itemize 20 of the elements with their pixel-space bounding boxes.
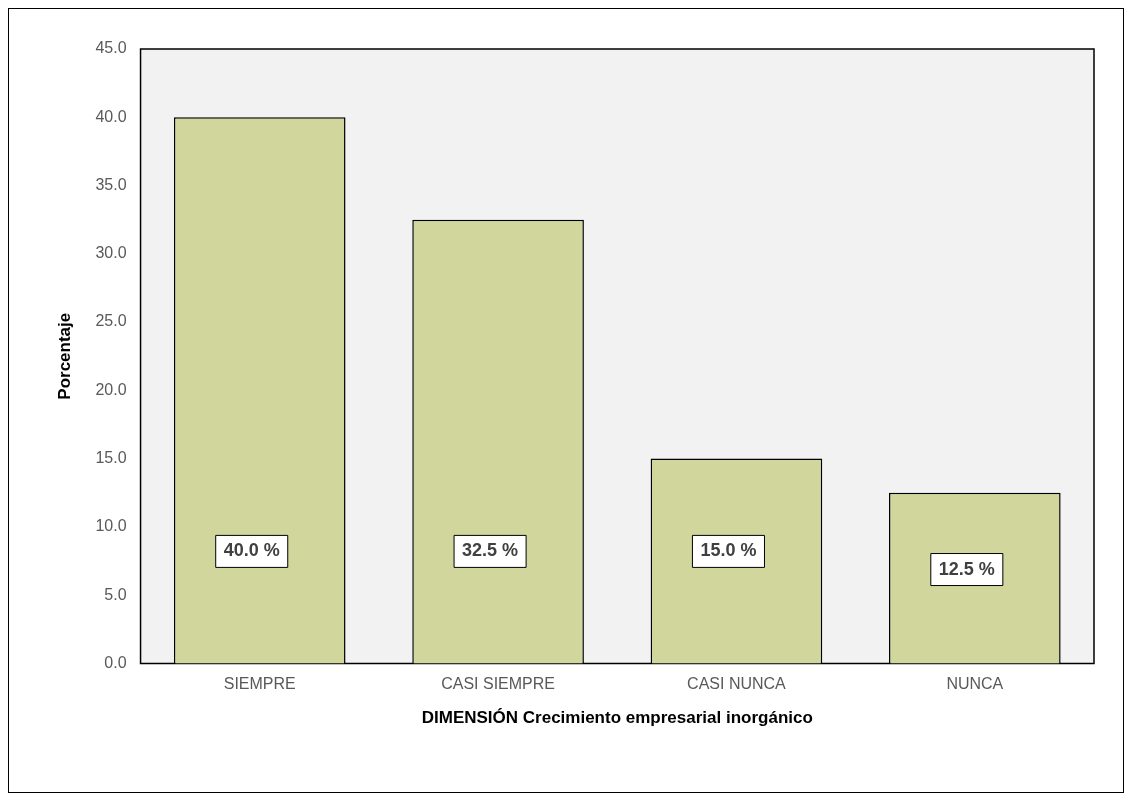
- y-tick-label: 25.0: [95, 312, 127, 330]
- x-tick-label: NUNCA: [946, 675, 1004, 693]
- x-tick-label: CASI SIEMPRE: [441, 675, 555, 693]
- x-tick-label: SIEMPRE: [223, 675, 296, 693]
- y-tick-label: 30.0: [95, 244, 127, 262]
- y-axis-title: Porcentaje: [54, 312, 74, 400]
- y-tick-label: 10.0: [95, 517, 127, 535]
- y-tick-label: 15.0: [95, 449, 127, 467]
- y-tick-label: 40.0: [95, 107, 127, 125]
- y-tick-label: 35.0: [95, 175, 127, 193]
- y-tick-label: 45.0: [95, 39, 127, 57]
- x-tick-label: CASI NUNCA: [687, 675, 787, 693]
- y-tick-label: 20.0: [95, 380, 127, 398]
- y-tick-label: 0.0: [104, 653, 127, 671]
- data-label: 12.5 %: [938, 558, 995, 579]
- x-axis-title: DIMENSIÓN Crecimiento empresarial inorgánico: [421, 708, 813, 728]
- y-tick-label: 5.0: [104, 585, 127, 603]
- data-label: 15.0 %: [700, 540, 757, 561]
- data-label: 40.0 %: [223, 540, 280, 561]
- data-label: 32.5 %: [462, 540, 519, 561]
